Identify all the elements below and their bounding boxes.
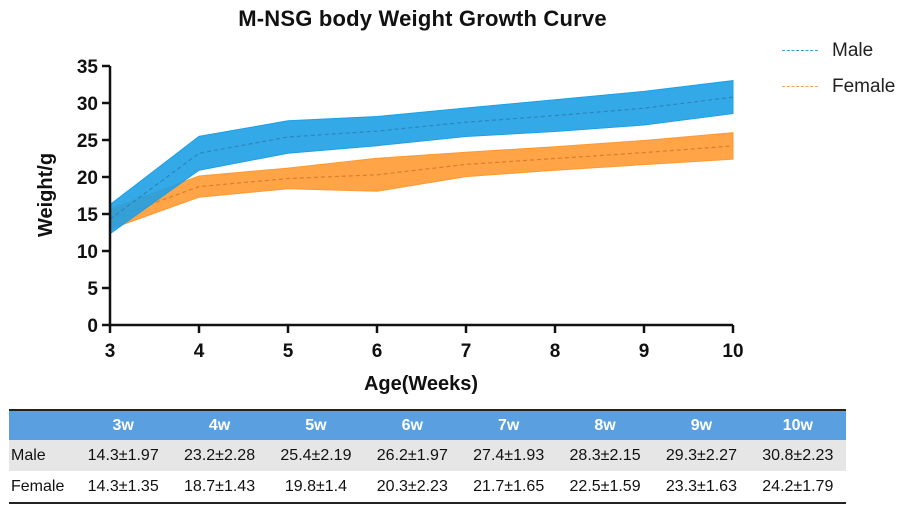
table-row: Male 14.3±1.97 23.2±2.28 25.4±2.19 26.2±… xyxy=(9,440,846,471)
table-header-cell: 7w xyxy=(460,409,557,440)
table-cell: 22.5±1.59 xyxy=(556,471,654,504)
table-cell: 14.3±1.35 xyxy=(75,471,172,504)
x-tick-label: 7 xyxy=(461,341,472,362)
legend-female: Female xyxy=(782,76,895,98)
table-header-cell: 9w xyxy=(653,409,750,440)
x-tick-label: 8 xyxy=(550,341,561,362)
y-tick-label: 35 xyxy=(77,57,99,78)
table-cell: 14.3±1.97 xyxy=(75,440,172,471)
table-cell: 20.3±2.23 xyxy=(364,471,461,504)
table-cell: 27.4±1.93 xyxy=(460,440,557,471)
y-tick-label: 25 xyxy=(77,131,99,152)
table-cell: 26.2±1.97 xyxy=(364,440,461,471)
y-tick-label: 0 xyxy=(87,316,98,337)
legend-female-label: Female xyxy=(832,76,896,97)
x-tick-label: 9 xyxy=(639,341,650,362)
legend-female-swatch xyxy=(782,86,818,88)
table-cell: 18.7±1.43 xyxy=(171,471,268,504)
chart-title: M-NSG body Weight Growth Curve xyxy=(238,6,607,31)
y-tick-label: 30 xyxy=(77,94,98,115)
y-tick-label: 5 xyxy=(87,279,98,300)
legend-male-swatch xyxy=(782,50,818,52)
y-tick-label: 20 xyxy=(77,168,98,189)
y-tick-label: 10 xyxy=(77,242,98,263)
table-cell: 21.7±1.65 xyxy=(460,471,557,504)
table-header-cell: 4w xyxy=(171,409,268,440)
series-female-mean-line xyxy=(109,145,734,220)
legend-male: Male xyxy=(782,40,873,62)
table-cell: 23.3±1.63 xyxy=(653,471,750,504)
table-header-cell: 3w xyxy=(75,409,172,440)
table-header-row: 3w 4w 5w 6w 7w 8w 9w 10w xyxy=(9,409,846,440)
table-header-cell: 5w xyxy=(267,409,365,440)
x-tick-label: 4 xyxy=(194,341,205,362)
y-tick-label: 15 xyxy=(77,205,99,226)
table-header-cell: 6w xyxy=(364,409,461,440)
data-table: 3w 4w 5w 6w 7w 8w 9w 10w Male 14.3±1.97 … xyxy=(9,409,846,504)
x-tick-label: 3 xyxy=(105,341,116,362)
x-axis-label: Age(Weeks) xyxy=(364,373,478,395)
table-cell: 24.2±1.79 xyxy=(749,471,846,504)
x-tick-label: 6 xyxy=(372,341,383,362)
table-cell: 25.4±2.19 xyxy=(267,440,365,471)
table-header-cell: 8w xyxy=(556,409,654,440)
table-cell: 30.8±2.23 xyxy=(749,440,846,471)
table-cell: 28.3±2.15 xyxy=(556,440,654,471)
table-header-cell xyxy=(9,409,75,440)
table-header-cell: 10w xyxy=(749,409,846,440)
table-cell: 19.8±1.4 xyxy=(267,471,365,504)
chart-plot: 0 5 10 15 20 25 30 35 3 4 5 6 7 8 9 10 Age(Weeks) Weigh… xyxy=(35,57,744,395)
x-tick-label: 10 xyxy=(722,341,743,362)
table-cell: 29.3±2.27 xyxy=(653,440,750,471)
x-tick-label: 5 xyxy=(283,341,294,362)
legend-male-label: Male xyxy=(832,40,874,61)
series-female-band xyxy=(109,132,734,230)
table-row: Female 14.3±1.35 18.7±1.43 19.8±1.4 20.3… xyxy=(9,471,846,504)
table-row-label: Male xyxy=(9,440,75,471)
series-male-band xyxy=(109,80,734,235)
table-cell: 23.2±2.28 xyxy=(171,440,268,471)
table-row-label: Female xyxy=(9,471,75,504)
y-axis-label: Weight/g xyxy=(35,153,57,237)
